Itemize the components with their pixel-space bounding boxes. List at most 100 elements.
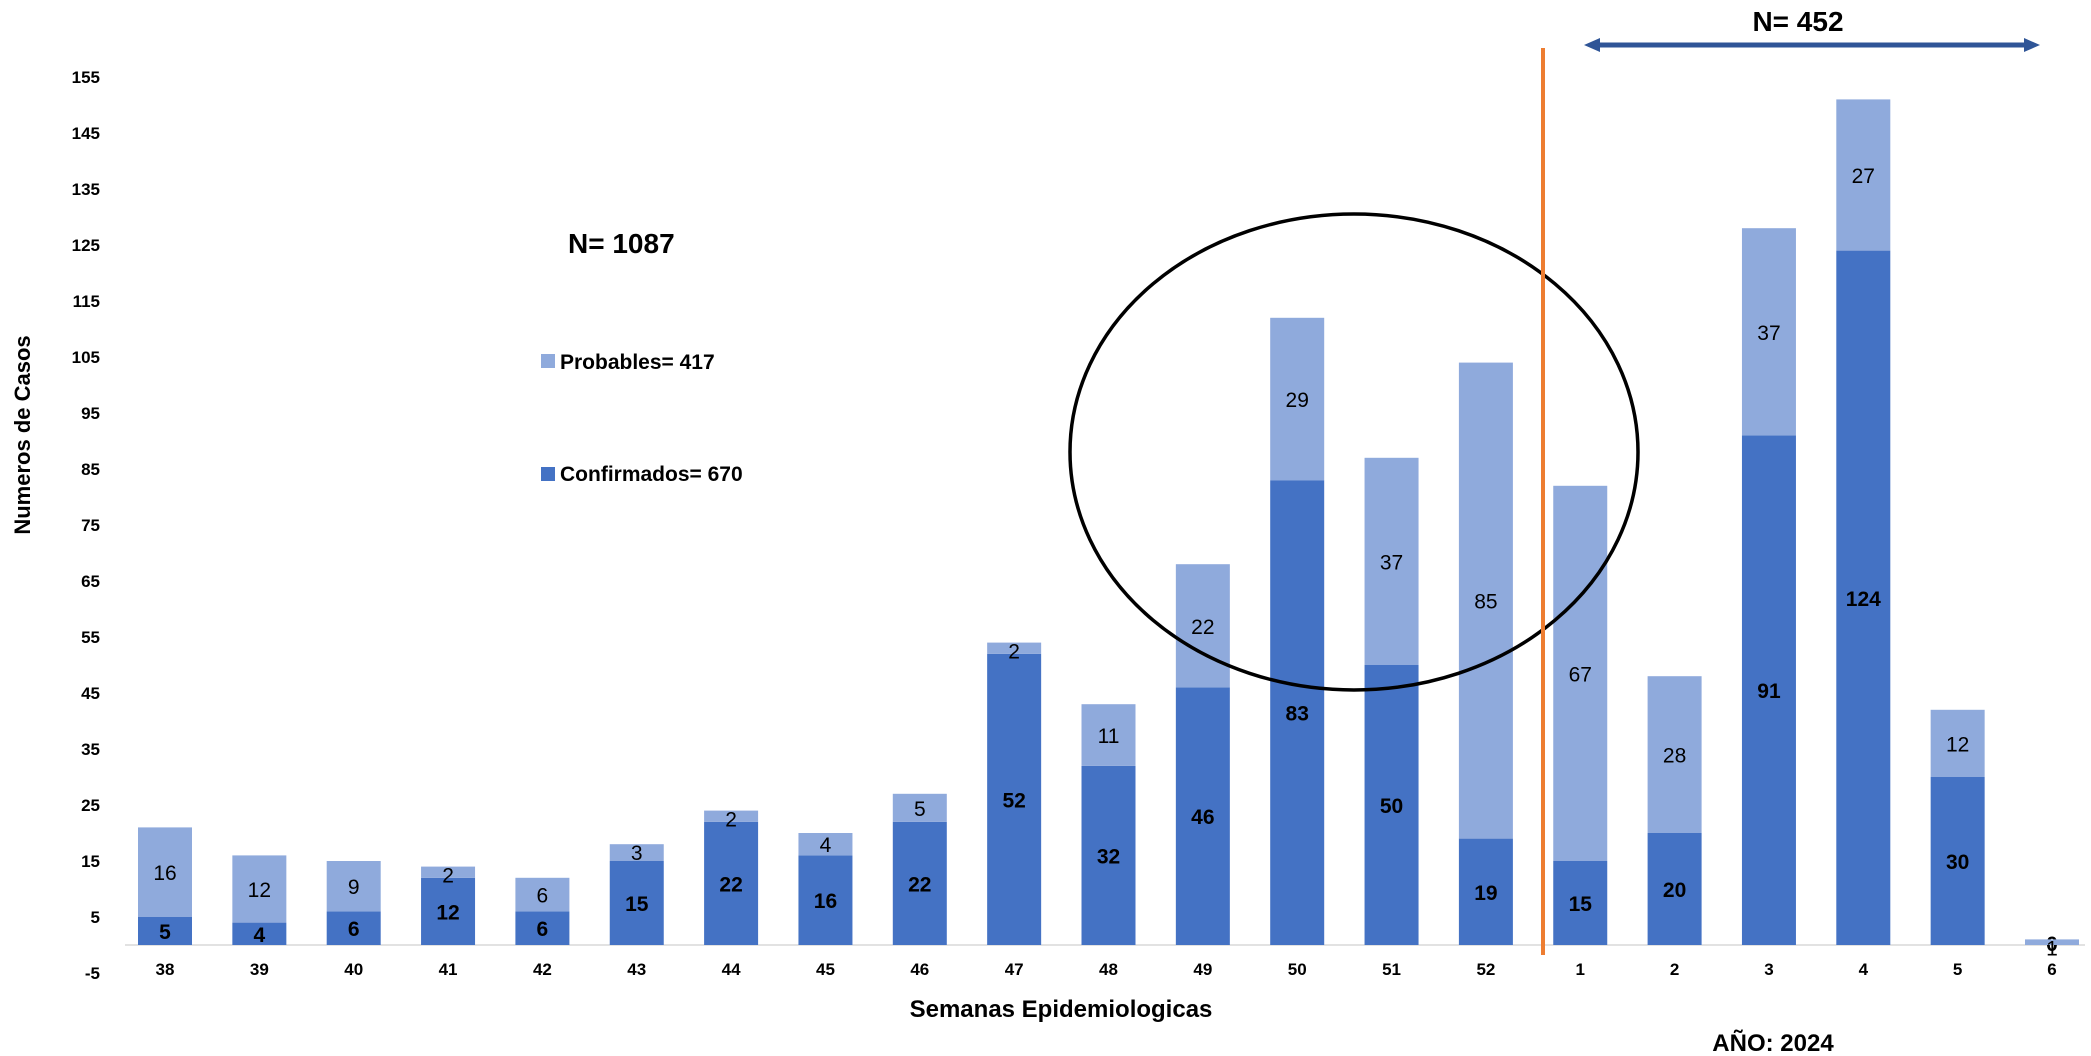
x-tick-label: 41 xyxy=(439,960,458,979)
bar-probables xyxy=(892,793,947,822)
x-tick-label: 3 xyxy=(1764,960,1773,979)
bar-probables xyxy=(609,844,664,861)
legend-swatch-confirmados xyxy=(541,467,555,481)
data-label-probables: 3 xyxy=(631,842,643,865)
y-tick-label: 75 xyxy=(81,516,100,535)
bar-probables xyxy=(1175,564,1230,688)
bar-probables xyxy=(1930,709,1985,777)
data-label-probables: 67 xyxy=(1569,663,1592,686)
bar-probables xyxy=(1081,704,1136,766)
x-tick-label: 2 xyxy=(1670,960,1679,979)
x-tick-label: 51 xyxy=(1382,960,1401,979)
bar-probables xyxy=(1836,99,1891,251)
data-label-probables: 6 xyxy=(537,885,549,908)
x-tick-label: 45 xyxy=(816,960,835,979)
bar-confirmados xyxy=(232,922,287,945)
bar-probables xyxy=(1458,362,1513,839)
x-tick-label: 48 xyxy=(1099,960,1118,979)
y-tick-label: 85 xyxy=(81,460,100,479)
data-label-confirmados: 22 xyxy=(719,873,742,896)
bar-probables xyxy=(1364,457,1419,665)
y-tick-label: 155 xyxy=(72,68,100,87)
bar-probables xyxy=(1741,228,1796,436)
bar-confirmados xyxy=(798,855,853,945)
legend-swatch-probables xyxy=(541,354,555,368)
y-tick-label: 135 xyxy=(72,180,100,199)
x-axis-title: Semanas Epidemiologicas xyxy=(910,996,1213,1023)
y-tick-label: 95 xyxy=(81,404,100,423)
data-label-confirmados: 6 xyxy=(537,918,549,941)
bar-confirmados xyxy=(326,911,381,945)
year-range-arrow xyxy=(1584,38,2040,52)
bar-confirmados xyxy=(421,877,476,945)
x-tick-label: 38 xyxy=(156,960,175,979)
y-tick-label: 25 xyxy=(81,796,100,815)
x-tick-label: 47 xyxy=(1005,960,1024,979)
data-label-confirmados: 30 xyxy=(1946,851,1969,874)
data-label-probables: 4 xyxy=(820,834,832,857)
y-tick-label: 55 xyxy=(81,628,100,647)
data-label-probables: 2 xyxy=(1008,641,1020,664)
x-tick-label: 5 xyxy=(1953,960,1962,979)
data-label-probables: 5 xyxy=(914,798,926,821)
bar-probables xyxy=(798,833,853,856)
data-label-confirmados: 4 xyxy=(254,924,266,947)
x-tick-label: 40 xyxy=(344,960,363,979)
x-tick-label: 44 xyxy=(722,960,741,979)
data-label-probables: 12 xyxy=(1946,733,1969,756)
data-label-probables: 28 xyxy=(1663,745,1686,768)
y-tick-label: 125 xyxy=(72,236,100,255)
bar-confirmados xyxy=(1175,687,1230,945)
bar-probables xyxy=(1647,676,1702,833)
legend-label-probables: Probables= 417 xyxy=(560,351,715,374)
y-tick-label: -5 xyxy=(85,964,100,983)
data-label-confirmados: 32 xyxy=(1097,845,1120,868)
data-label-probables: 37 xyxy=(1757,322,1780,345)
bar-confirmados xyxy=(1741,435,1796,945)
bar-confirmados xyxy=(609,861,664,945)
data-label-probables: 16 xyxy=(153,862,176,885)
bar-probables xyxy=(326,861,381,912)
bar-confirmados xyxy=(704,821,759,945)
data-label-probables: 9 xyxy=(348,876,360,899)
bar-probables xyxy=(138,827,192,917)
data-label-confirmados: 5 xyxy=(159,921,171,944)
bar-confirmados xyxy=(515,911,570,945)
data-label-confirmados: 91 xyxy=(1757,680,1781,703)
bar-confirmados xyxy=(892,821,947,945)
x-tick-label: 1 xyxy=(1576,960,1585,979)
x-tick-label: 50 xyxy=(1288,960,1307,979)
bar-confirmados xyxy=(1553,861,1608,945)
y-tick-label: 5 xyxy=(91,908,100,927)
bar-probables xyxy=(515,877,570,912)
bar-confirmados xyxy=(1930,777,1985,945)
y-tick-label: 115 xyxy=(73,292,100,311)
x-tick-label: 42 xyxy=(533,960,552,979)
bar-confirmados xyxy=(1270,480,1325,945)
data-label-confirmados: 19 xyxy=(1474,882,1497,905)
data-label-probables: 12 xyxy=(248,879,271,902)
x-tick-label: 49 xyxy=(1193,960,1212,979)
bar-probables xyxy=(2025,939,2079,945)
data-label-confirmados: 52 xyxy=(1002,789,1025,812)
data-label-probables: 27 xyxy=(1852,165,1875,188)
bar-probables xyxy=(704,810,759,822)
data-label-probables: 2 xyxy=(725,809,737,832)
total-annotation: N= 1087 xyxy=(568,228,675,259)
x-tick-label: 52 xyxy=(1476,960,1495,979)
y-tick-label: 105 xyxy=(72,348,100,367)
bar-probables xyxy=(421,866,476,878)
data-label-confirmados: 15 xyxy=(1569,893,1593,916)
x-axis-ticks: 38 39 40 41 42 43 44 45 46 47 48 49 50 51 52 1 2 3 4 5 6 xyxy=(156,960,2057,979)
bar-confirmados xyxy=(1364,665,1419,945)
y-axis-ticks: -5 5 15 25 35 45 55 65 75 85 95 105 115 125 135 145 155 xyxy=(72,68,100,983)
bar-probables xyxy=(1553,485,1608,861)
year-label: AÑO: 2024 xyxy=(1712,1029,1834,1056)
data-label-confirmados: 6 xyxy=(348,918,360,941)
data-label-confirmados: 50 xyxy=(1380,795,1403,818)
y-tick-label: 65 xyxy=(81,572,100,591)
bar-confirmados xyxy=(987,653,1042,945)
data-label-confirmados: 15 xyxy=(625,893,649,916)
